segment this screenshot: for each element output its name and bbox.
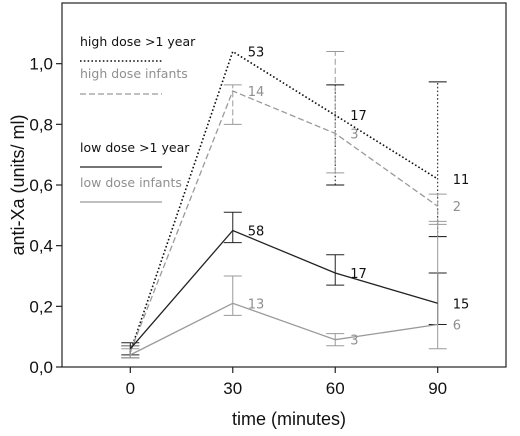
sample-size-label: 11: [453, 173, 470, 188]
y-tick-label: 0,2: [29, 297, 53, 316]
x-tick-label: 90: [428, 379, 447, 398]
legend-label: low dose infants: [80, 175, 182, 190]
series-line: [129, 90, 439, 353]
x-axis-ticks: 0 30 60 90: [126, 367, 447, 398]
error-bars: [121, 51, 447, 359]
sample-size-label: 17: [350, 109, 367, 124]
y-tick-label: 1,0: [29, 55, 53, 74]
sample-size-label: 6: [453, 319, 461, 334]
sample-size-label: 3: [350, 334, 358, 349]
series-line: [130, 302, 438, 356]
sample-size-label: 17: [350, 267, 367, 282]
y-tick-label: 0,4: [29, 237, 53, 256]
series-line: [129, 229, 438, 350]
legend-label: high dose >1 year: [80, 34, 196, 49]
x-tick-label: 0: [126, 379, 135, 398]
legend-label: high dose infants: [80, 66, 188, 81]
sample-size-label: 58: [248, 225, 265, 240]
legend: high dose >1 year high dose infants low do…: [80, 34, 196, 203]
sample-size-label: 3: [350, 127, 358, 142]
x-tick-label: 60: [326, 379, 345, 398]
y-axis-title: anti-Xa (units/ ml): [8, 114, 28, 255]
y-tick-label: 0,0: [29, 358, 53, 377]
sample-size-labels: 53 17 11 14 3 2 58 17 15 13 3 6: [248, 46, 469, 349]
y-tick-label: 0,6: [29, 176, 53, 195]
sample-size-label: 13: [248, 297, 265, 312]
y-axis-ticks: 0,0 0,2 0,4 0,6 0,8 1,0: [29, 55, 62, 377]
series-line: [129, 50, 439, 353]
sample-size-label: 14: [248, 85, 265, 100]
sample-size-label: 15: [453, 297, 470, 312]
series-lines: [129, 50, 439, 356]
legend-label: low dose >1 year: [80, 140, 190, 155]
y-tick-label: 0,8: [29, 115, 53, 134]
x-axis-title: time (minutes): [232, 409, 346, 429]
x-tick-label: 30: [223, 379, 242, 398]
sample-size-label: 2: [453, 200, 461, 215]
sample-size-label: 53: [248, 46, 265, 61]
